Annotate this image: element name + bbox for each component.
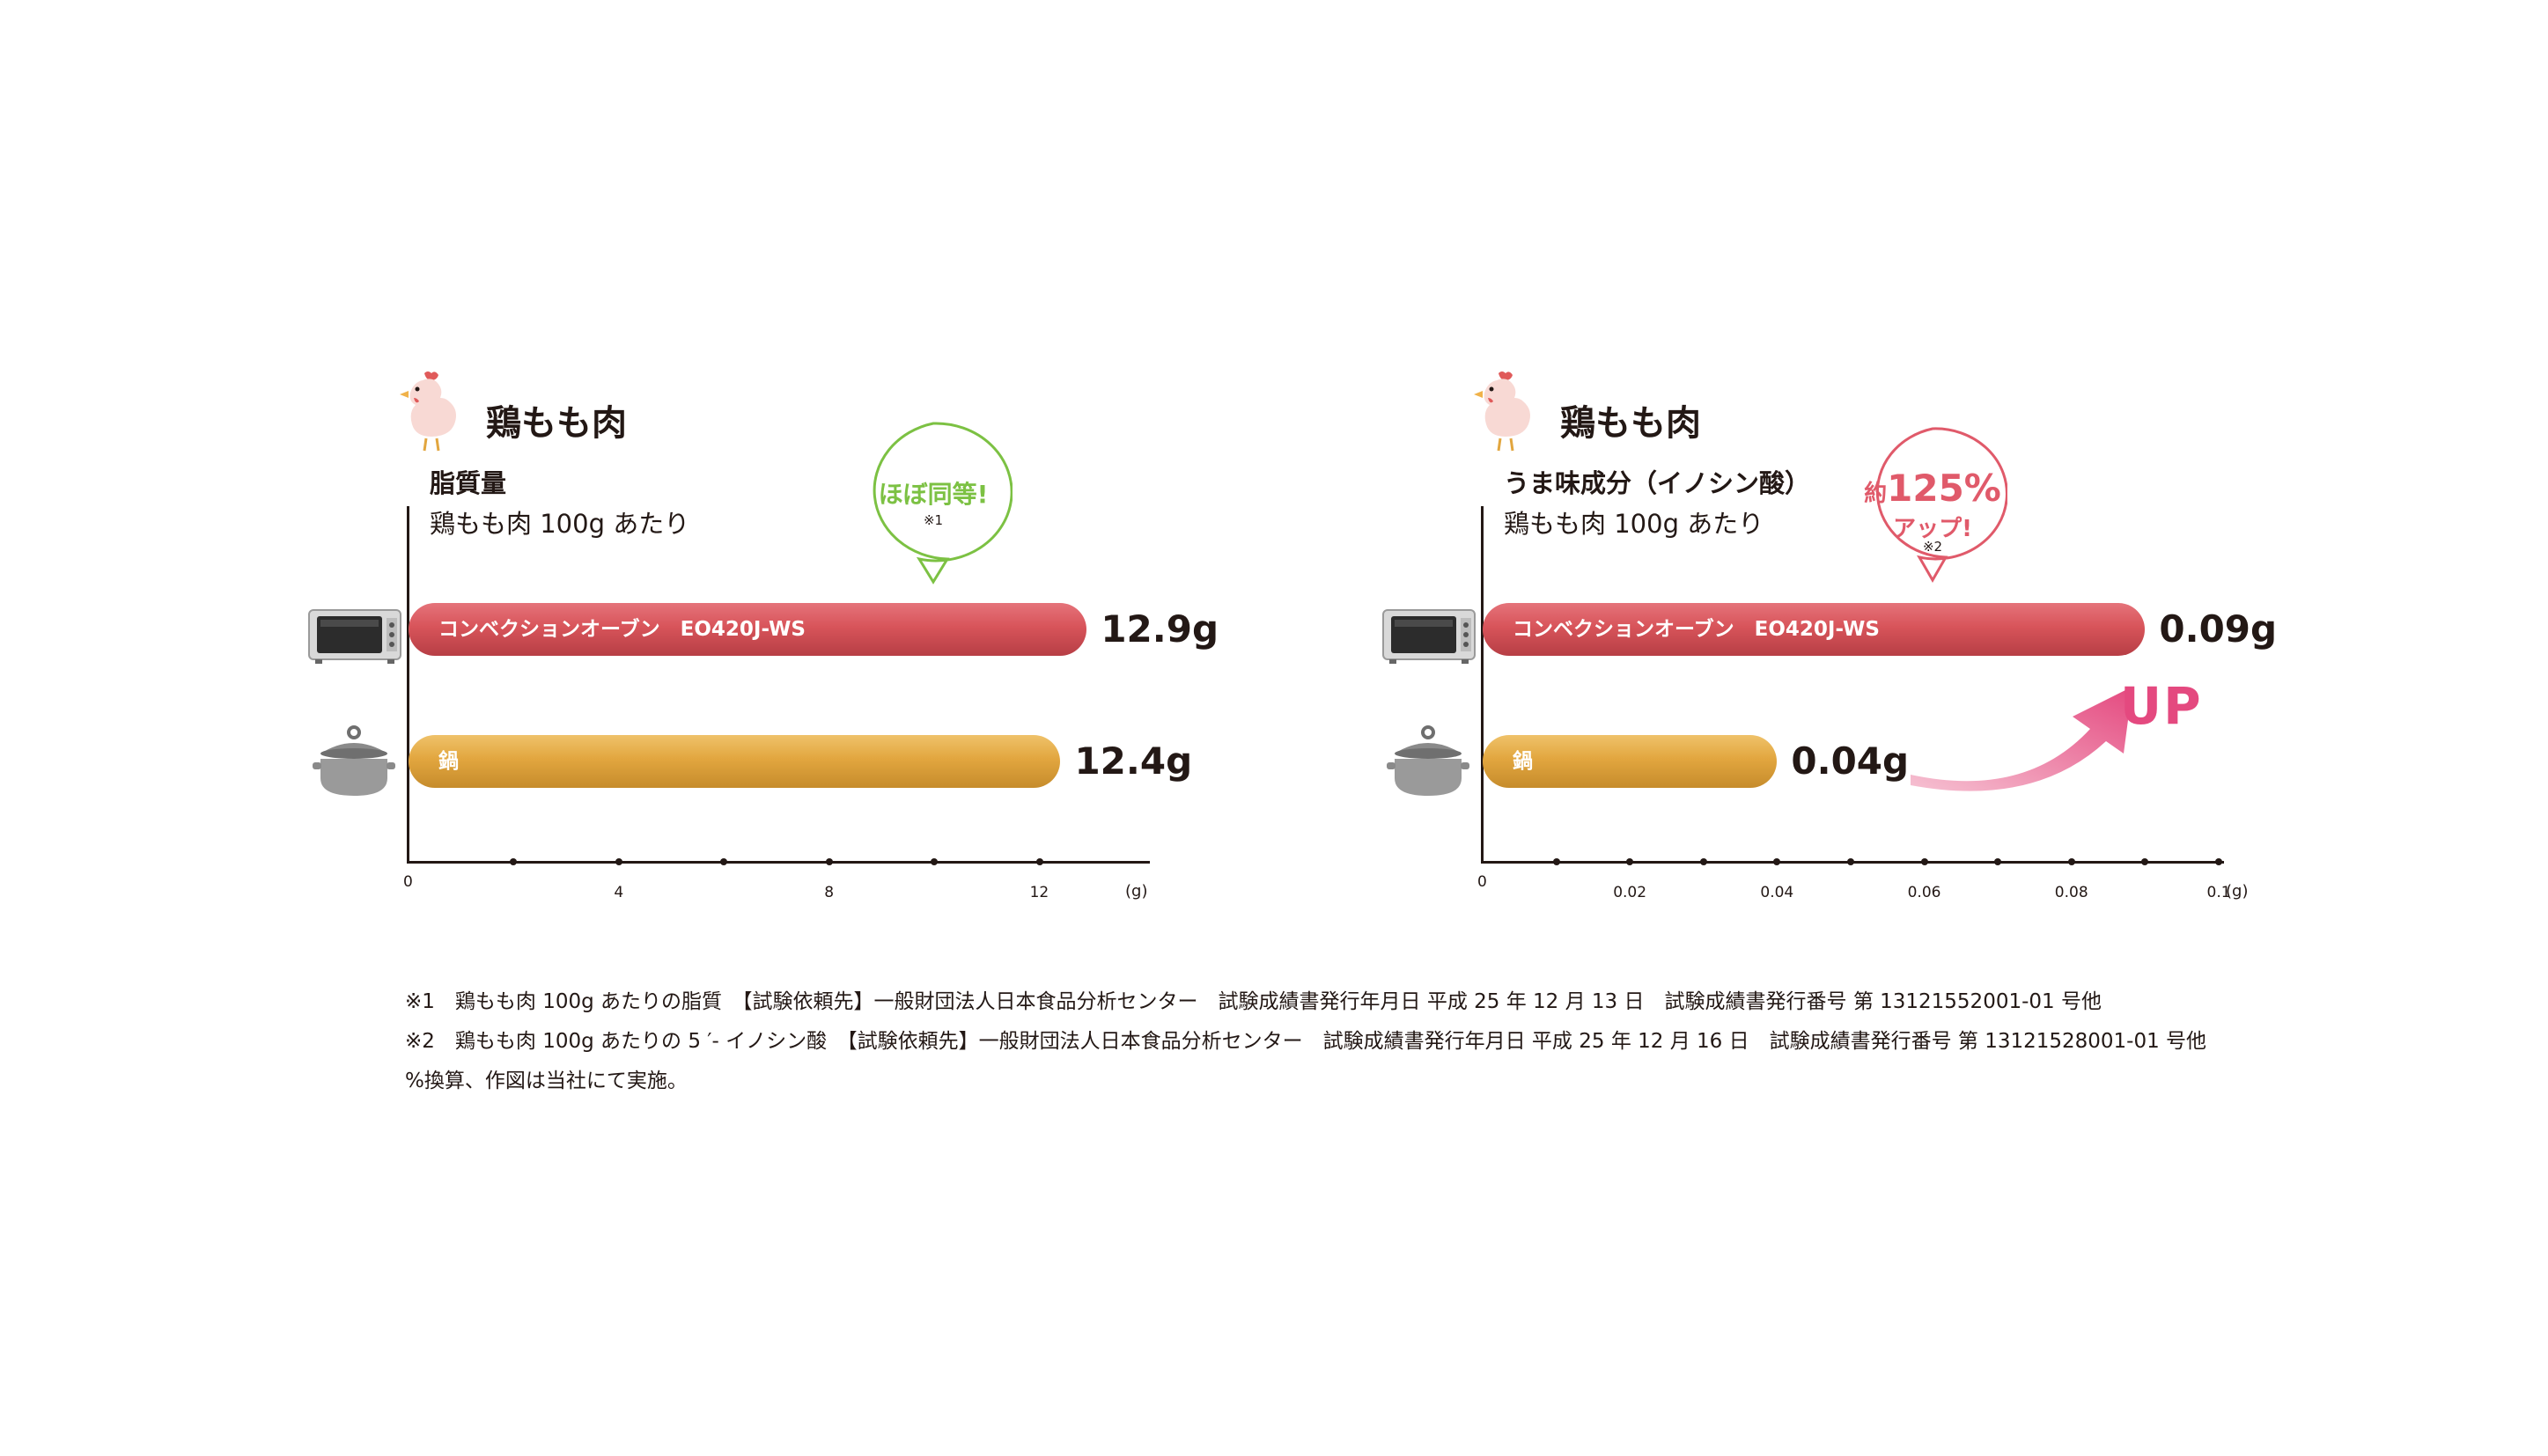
oven-icon bbox=[308, 609, 401, 664]
callout-text: ほぼ同等! bbox=[878, 480, 989, 509]
value-label-oven: 12.9g bbox=[1101, 607, 1219, 651]
value-label-pot: 12.4g bbox=[1074, 739, 1193, 783]
x-unit-label: (g) bbox=[2226, 882, 2249, 901]
bar-oven bbox=[1483, 603, 2146, 656]
y-axis bbox=[407, 506, 409, 863]
callout-prefix: 約 bbox=[1864, 481, 1888, 507]
x-minor-tick-mark bbox=[1552, 858, 1560, 865]
x-minor-tick-mark bbox=[2141, 858, 2149, 865]
pot-icon bbox=[313, 725, 395, 796]
x-tick-mark bbox=[1035, 858, 1043, 865]
bar-label-oven: コンベクションオーブン EO420J-WS bbox=[438, 618, 806, 641]
x-tick-mark bbox=[2215, 858, 2222, 865]
callout-line2: アップ! bbox=[1893, 516, 1972, 542]
callout-bubble bbox=[873, 422, 1013, 585]
up-annotation: UP bbox=[2120, 676, 2203, 736]
callout-number: 125% bbox=[1887, 467, 2001, 510]
x-tick-label: 0.08 bbox=[2054, 884, 2088, 901]
x-tick-mark bbox=[1920, 858, 1928, 865]
chart-subject: 鶏もも肉 bbox=[486, 403, 627, 444]
bar-pot bbox=[409, 735, 1061, 788]
value-label-oven: 0.09g bbox=[2159, 607, 2278, 651]
x-minor-tick-mark bbox=[510, 858, 518, 865]
x-minor-tick-mark bbox=[720, 858, 728, 865]
bar-label-pot: 鍋 bbox=[1513, 750, 1533, 773]
callout-line1: 約125% bbox=[1858, 467, 2007, 510]
y-axis bbox=[1481, 506, 1484, 863]
metric-label: うま味成分（イノシン酸） bbox=[1504, 468, 1811, 498]
x-tick-label: 0.1 bbox=[2206, 884, 2231, 901]
x-tick-mark bbox=[825, 858, 833, 865]
x-tick-label: 0 bbox=[1477, 873, 1487, 891]
callout-bubble bbox=[1875, 427, 2007, 584]
x-tick-label: 4 bbox=[614, 884, 624, 901]
x-minor-tick-mark bbox=[931, 858, 939, 865]
up-arrow-icon bbox=[1911, 687, 2132, 791]
bar-oven bbox=[409, 603, 1087, 656]
fat-chart-panel: 鶏もも肉 脂質量 鶏もも肉 100g あたり ほぼ同等! ※1 コンベクションオ… bbox=[299, 0, 1444, 986]
x-unit-label: (g) bbox=[1125, 882, 1148, 901]
oven-icon bbox=[1382, 609, 1476, 664]
basis-label: 鶏もも肉 100g あたり bbox=[1504, 509, 1764, 539]
x-minor-tick-mark bbox=[1994, 858, 2002, 865]
x-tick-mark bbox=[615, 858, 622, 865]
x-tick-label: 0 bbox=[403, 873, 413, 891]
x-tick-label: 0.02 bbox=[1613, 884, 1647, 901]
value-label-pot: 0.04g bbox=[1791, 739, 1910, 783]
x-tick-label: 8 bbox=[824, 884, 835, 901]
x-tick-label: 12 bbox=[1029, 884, 1049, 901]
x-tick-mark bbox=[1773, 858, 1781, 865]
footnote-1: ※1 鶏もも肉 100g あたりの脂質 【試験依頼先】一般財団法人日本食品分析セ… bbox=[405, 990, 2102, 1013]
hen-icon bbox=[1474, 371, 1530, 452]
callout-note: ※1 bbox=[923, 512, 944, 528]
bar-label-pot: 鍋 bbox=[438, 750, 459, 773]
x-minor-tick-mark bbox=[1847, 858, 1854, 865]
umami-chart-panel: 鶏もも肉 うま味成分（イノシン酸） 鶏もも肉 100g あたり 約125% アッ… bbox=[1373, 0, 2518, 986]
x-minor-tick-mark bbox=[1699, 858, 1707, 865]
bar-pot bbox=[1483, 735, 1778, 788]
x-tick-label: 0.06 bbox=[1907, 884, 1941, 901]
x-tick-label: 0.04 bbox=[1760, 884, 1794, 901]
callout-note: ※2 bbox=[1922, 539, 1943, 555]
hen-icon bbox=[400, 371, 456, 452]
metric-label: 脂質量 bbox=[430, 468, 507, 498]
x-tick-mark bbox=[1626, 858, 1634, 865]
basis-label: 鶏もも肉 100g あたり bbox=[430, 509, 690, 539]
x-axis bbox=[407, 861, 1150, 864]
bar-label-oven: コンベクションオーブン EO420J-WS bbox=[1513, 618, 1880, 641]
chart-subject: 鶏もも肉 bbox=[1560, 403, 1701, 444]
footnote-3: %換算、作図は当社にて実施。 bbox=[405, 1070, 688, 1092]
x-tick-mark bbox=[2067, 858, 2075, 865]
pot-icon bbox=[1387, 725, 1469, 796]
footnote-2: ※2 鶏もも肉 100g あたりの 5 ′- イノシン酸 【試験依頼先】一般財団… bbox=[405, 1030, 2207, 1053]
